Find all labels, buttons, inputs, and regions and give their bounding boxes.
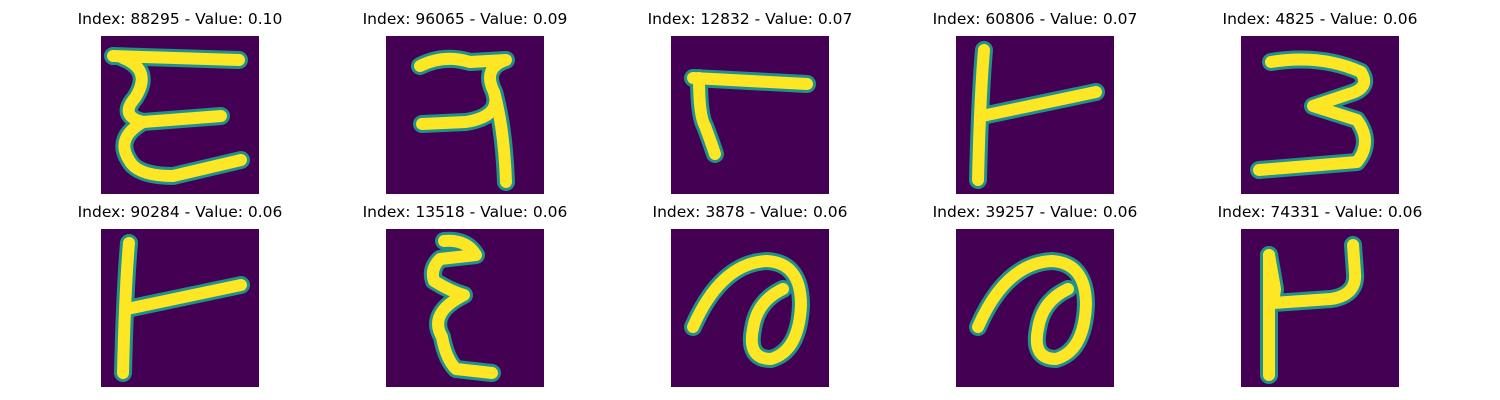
- stroke-core: [117, 237, 135, 379]
- epsilon-looped-glyph: [386, 229, 544, 387]
- sample-image: [956, 36, 1114, 194]
- stroke-core: [972, 44, 990, 186]
- bar-with-arm-glyph: [956, 36, 1114, 194]
- panel: Index: 88295 - Value: 0.10: [50, 10, 310, 195]
- sample-image: [671, 36, 829, 194]
- panel-title: Index: 96065 - Value: 0.09: [362, 10, 568, 28]
- panel: Index: 39257 - Value: 0.06: [905, 203, 1165, 388]
- panel-title: Index: 60806 - Value: 0.07: [932, 10, 1138, 28]
- stroke-core: [121, 279, 247, 315]
- sample-image: [671, 229, 829, 387]
- stroke-core: [976, 86, 1102, 122]
- panel: Index: 74331 - Value: 0.06: [1190, 203, 1450, 388]
- panel: Index: 3878 - Value: 0.06: [620, 203, 880, 388]
- stroke-core: [426, 234, 498, 379]
- sample-image: [956, 229, 1114, 387]
- sample-image: [386, 36, 544, 194]
- stroke-core: [972, 255, 1092, 365]
- sample-image: [101, 229, 259, 387]
- stroke-core: [488, 86, 512, 188]
- panel: Index: 4825 - Value: 0.06: [1190, 10, 1450, 195]
- u-on-stem-glyph: [1241, 229, 1399, 387]
- panel-title: Index: 13518 - Value: 0.06: [362, 203, 568, 221]
- bar-with-arm-glyph: [101, 229, 259, 387]
- stroke-core: [118, 116, 247, 182]
- panel-title: Index: 3878 - Value: 0.06: [652, 203, 848, 221]
- sample-image: [101, 36, 259, 194]
- flag-hook-glyph: [671, 36, 829, 194]
- three-glyph: [1241, 36, 1399, 194]
- panel-title: Index: 90284 - Value: 0.06: [77, 203, 283, 221]
- stroke-core: [414, 52, 512, 130]
- stroke-core: [687, 72, 813, 90]
- stroke-core: [687, 255, 807, 365]
- panel: Index: 12832 - Value: 0.07: [620, 10, 880, 195]
- panel-title: Index: 39257 - Value: 0.06: [932, 203, 1138, 221]
- loop-curl-glyph: [671, 229, 829, 387]
- sample-image: [1241, 36, 1399, 194]
- epsilon-boxed-glyph: [101, 36, 259, 194]
- stroke-core: [107, 50, 245, 66]
- panel: Index: 60806 - Value: 0.07: [905, 10, 1165, 195]
- panel-title: Index: 88295 - Value: 0.10: [77, 10, 283, 28]
- sample-image: [1241, 229, 1399, 387]
- stroke-core: [1263, 239, 1362, 309]
- stroke-core: [1253, 53, 1371, 176]
- panel-title: Index: 12832 - Value: 0.07: [647, 10, 853, 28]
- panel: Index: 13518 - Value: 0.06: [335, 203, 595, 388]
- loop-curl-glyph: [956, 229, 1114, 387]
- sample-image: [386, 229, 544, 387]
- panel-title: Index: 74331 - Value: 0.06: [1217, 203, 1423, 221]
- panel: Index: 90284 - Value: 0.06: [50, 203, 310, 388]
- stroke-core: [117, 52, 227, 128]
- panel: Index: 96065 - Value: 0.09: [335, 10, 595, 195]
- stroke-core: [693, 72, 721, 160]
- panel-title: Index: 4825 - Value: 0.06: [1222, 10, 1418, 28]
- hook-two-glyph: [386, 36, 544, 194]
